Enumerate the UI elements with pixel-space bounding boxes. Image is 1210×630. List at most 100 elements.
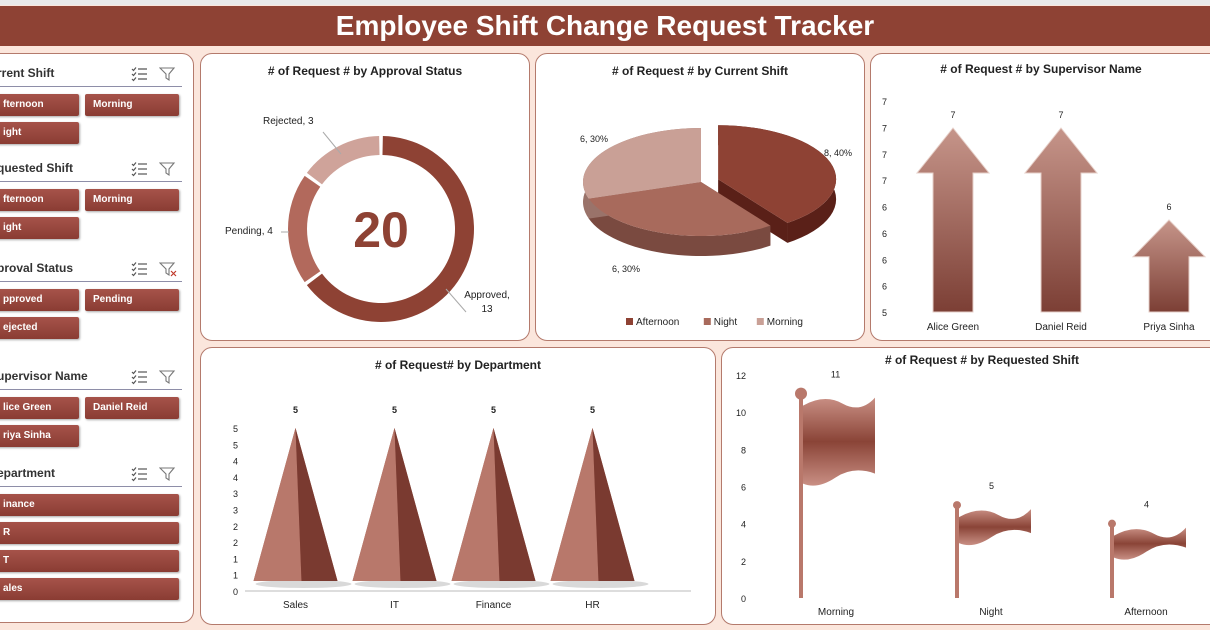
- slicer-item-afternoon[interactable]: fternoon: [0, 189, 79, 211]
- flag-pole-knob: [795, 387, 807, 400]
- leader-line: [445, 288, 467, 313]
- filter-icon[interactable]: [159, 466, 177, 482]
- y-tick-label: 4: [233, 457, 238, 467]
- x-tick-label: Finance: [476, 600, 512, 611]
- data-label: Rejected, 3: [263, 116, 314, 127]
- slicer-header: quested Shift: [0, 157, 182, 182]
- multi-select-icon[interactable]: [130, 66, 148, 82]
- y-tick-label: 0: [741, 594, 746, 604]
- y-tick-label: 6: [882, 255, 887, 265]
- y-tick-label: 2: [233, 522, 238, 532]
- slicer-item-approved[interactable]: pproved: [0, 289, 79, 311]
- slicer-item-priya-sinha[interactable]: riya Sinha: [0, 425, 79, 447]
- slicer-item-finance[interactable]: inance: [0, 494, 179, 516]
- y-tick-label: 2: [741, 557, 746, 567]
- legend-label-night: Night: [714, 317, 738, 328]
- slicer-item-morning[interactable]: Morning: [85, 189, 179, 211]
- slicer-item-pending[interactable]: Pending: [85, 289, 179, 311]
- y-tick-label: 6: [882, 282, 887, 292]
- pyramid-shadow: [255, 580, 352, 588]
- current-shift-pie-svg: 8, 40% 6, 30% 6, 30% Afternoon Night Morning: [580, 125, 852, 328]
- data-label: 4: [1144, 500, 1149, 510]
- x-tick-label: Alice Green: [927, 322, 979, 333]
- legend-label-morning: Morning: [767, 317, 803, 328]
- y-tick-label: 7: [882, 176, 887, 186]
- filter-icon[interactable]: [159, 66, 177, 82]
- data-label: 6, 30%: [612, 264, 640, 274]
- slicer-item-afternoon[interactable]: fternoon: [0, 94, 79, 116]
- supervisor-arrow-svg: 7 7 7 7 6 6 6 6 5 7 Alice Green 7 Daniel Reid 6 Priya …: [882, 97, 1207, 333]
- slicer-item-alice-green[interactable]: lice Green: [0, 397, 79, 419]
- x-tick-label: Priya Sinha: [1143, 322, 1195, 333]
- requested-shift-chart: # of Request # by Requested Shift 12 10 8 6…: [721, 347, 1210, 625]
- multi-select-icon[interactable]: [130, 161, 148, 177]
- pyramid-face: [295, 428, 338, 581]
- y-tick-label: 5: [233, 440, 238, 450]
- filter-icon[interactable]: [159, 161, 177, 177]
- slicer-supervisor-name: upervisor Name lice Green Daniel Reid riya …: [0, 365, 187, 447]
- y-tick-label: 10: [736, 408, 746, 418]
- slicer-header: upervisor Name: [0, 365, 182, 390]
- chart-title: # of Request# by Department: [374, 358, 542, 372]
- chart-title: # of Request # by Current Shift: [611, 64, 789, 78]
- pie-slice-afternoon: [718, 125, 837, 223]
- y-tick-label: 6: [882, 229, 887, 239]
- slicer-item-night[interactable]: ight: [0, 122, 79, 144]
- chart-title: # of Request # by Approval Status: [267, 64, 463, 78]
- flag-pole-knob: [953, 501, 961, 510]
- flag-pole-morning: [799, 393, 803, 598]
- x-tick-label: Night: [979, 607, 1003, 618]
- pyramid-shadow: [354, 580, 451, 588]
- y-tick-label: 12: [736, 371, 746, 381]
- x-tick-label: Afternoon: [1124, 607, 1167, 618]
- filter-icon[interactable]: [159, 369, 177, 385]
- doughnut-slice-rejected: [306, 136, 380, 185]
- arrow-bar-daniel-reid: [1023, 127, 1099, 313]
- flag-pole-night: [955, 505, 959, 598]
- legend-swatch: [756, 318, 764, 325]
- x-tick-label: Daniel Reid: [1035, 322, 1087, 333]
- slicer-title: epartment: [0, 466, 56, 480]
- data-label: 5: [293, 405, 298, 415]
- x-tick-label: IT: [390, 600, 399, 611]
- pyramid-face: [493, 428, 536, 581]
- flag-bar-night: [959, 509, 1031, 546]
- multi-select-icon[interactable]: [130, 466, 148, 482]
- approval-doughnut-svg: 20 Approved, 13 Pending, 4 Rejected, 3: [225, 116, 510, 323]
- data-label: 13: [481, 304, 493, 315]
- chart-title: # of Request # by Requested Shift: [884, 353, 1080, 367]
- slicer-title: quested Shift: [0, 161, 74, 175]
- clear-filter-icon[interactable]: [159, 261, 177, 277]
- slicer-item-night[interactable]: ight: [0, 217, 79, 239]
- y-tick-label: 1: [233, 571, 238, 581]
- legend-label-afternoon: Afternoon: [636, 317, 679, 328]
- slicer-item-morning[interactable]: Morning: [85, 94, 179, 116]
- slicer-item-sales[interactable]: ales: [0, 578, 179, 600]
- pyramid-shadow: [552, 580, 649, 588]
- requested-shift-flag-svg: 12 10 8 6 4 2 0 11 Morning 5 Night 4 Afternoon: [736, 370, 1186, 618]
- chart-title: # of Request # by Supervisor Name: [940, 62, 1142, 76]
- y-tick-label: 1: [233, 554, 238, 564]
- slicer-item-it[interactable]: T: [0, 550, 179, 572]
- slicer-item-rejected[interactable]: ejected: [0, 317, 79, 339]
- y-tick-label: 6: [741, 483, 746, 493]
- x-tick-label: Morning: [818, 607, 854, 618]
- slicer-header: epartment: [0, 462, 182, 487]
- pyramid-face: [394, 428, 437, 581]
- leader-line: [322, 131, 342, 155]
- multi-select-icon[interactable]: [130, 369, 148, 385]
- supervisor-chart: # of Request # by Supervisor Name 7 7 7 7 6 6…: [870, 53, 1210, 341]
- y-tick-label: 3: [233, 489, 238, 499]
- data-label: 5: [392, 405, 397, 415]
- slicer-item-hr[interactable]: R: [0, 522, 179, 544]
- multi-select-icon[interactable]: [130, 261, 148, 277]
- y-tick-label: 4: [233, 473, 238, 483]
- data-label: 5: [989, 481, 994, 491]
- slicer-title: upervisor Name: [0, 369, 88, 383]
- center-total-label: 20: [353, 202, 409, 258]
- approval-status-chart: # of Request # by Approval Status 20 Appr…: [200, 53, 530, 341]
- slicer-item-daniel-reid[interactable]: Daniel Reid: [85, 397, 179, 419]
- flag-pole-knob: [1108, 519, 1116, 528]
